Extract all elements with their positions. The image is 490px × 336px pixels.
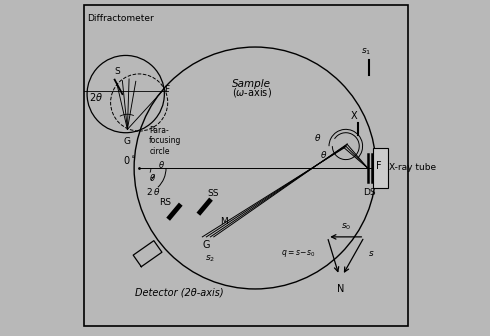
Text: DS: DS [363,188,376,197]
Text: $2\,\theta$: $2\,\theta$ [146,186,160,198]
Text: $s_1$: $s_1$ [361,47,371,57]
Text: G: G [202,240,210,250]
Text: SS: SS [207,189,219,198]
Text: $q=s\!-\!s_0$: $q=s\!-\!s_0$ [281,248,316,259]
Text: Diffractometer: Diffractometer [87,14,154,23]
Text: F: F [164,85,170,93]
Text: ($\omega$-axis): ($\omega$-axis) [232,86,271,99]
Text: X: X [351,111,358,121]
Text: $\theta$: $\theta$ [158,159,165,170]
Text: Sample: Sample [232,79,271,89]
Text: $s_0$: $s_0$ [341,221,351,232]
Text: $s_2$: $s_2$ [205,254,215,264]
Text: Detector (2θ-axis): Detector (2θ-axis) [135,287,224,297]
Text: $s$: $s$ [368,249,375,258]
Text: Para-
focusing
circle: Para- focusing circle [149,126,182,156]
Text: $0^\circ$: $0^\circ$ [123,154,136,166]
Text: $2\theta$: $2\theta$ [89,91,103,103]
Text: N: N [337,284,344,294]
Text: S: S [115,67,120,76]
Text: F: F [376,161,382,171]
Text: G: G [124,137,131,146]
Text: M: M [220,217,227,226]
Text: X-ray tube: X-ray tube [390,164,437,172]
Bar [373,148,388,188]
Text: $\theta$: $\theta$ [314,132,321,143]
Text: RS: RS [159,198,171,207]
Text: $\theta$: $\theta$ [320,149,327,160]
Text: $\theta$: $\theta$ [149,172,156,183]
